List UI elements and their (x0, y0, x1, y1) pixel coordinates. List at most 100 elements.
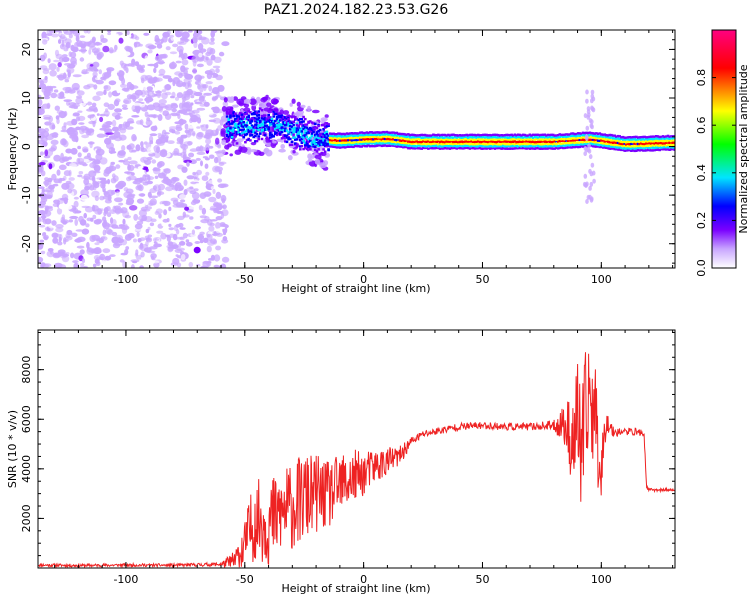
heatmap-cell (523, 138, 527, 142)
heatmap-cell (136, 198, 145, 204)
heatmap-cell (445, 147, 448, 150)
heatmap-cell (405, 133, 409, 136)
heatmap-cell (137, 166, 144, 169)
heatmap-cell (289, 102, 293, 107)
heatmap-cell (350, 134, 354, 137)
heatmap-cell (111, 231, 118, 237)
heatmap-cell (643, 140, 646, 144)
heatmap-cell (111, 126, 119, 132)
heatmap-cell (262, 123, 265, 127)
heatmap-cell (345, 135, 349, 138)
heatmap-cell (280, 130, 284, 134)
heatmap-cell (573, 143, 577, 147)
heatmap-cell (44, 149, 49, 157)
heatmap-cell (362, 144, 365, 147)
heatmap-cell (365, 135, 369, 139)
heatmap-cell (300, 121, 304, 124)
heatmap-cell (265, 120, 269, 123)
heatmap-cell (430, 144, 433, 148)
heatmap-cell (307, 105, 311, 113)
heatmap-cell (70, 147, 78, 155)
heatmap-cell (174, 131, 181, 135)
heatmap-cell (287, 116, 290, 119)
heatmap-cell (177, 164, 185, 170)
heatmap-cell (304, 134, 307, 137)
heatmap-cell (193, 179, 198, 183)
heatmap-cell (503, 140, 507, 143)
heatmap-cell (367, 133, 370, 137)
heatmap-cell (455, 147, 458, 150)
heatmap-cell (571, 145, 575, 149)
heatmap-cell (615, 148, 618, 151)
heatmap-cell (556, 147, 560, 150)
heatmap-cell (285, 117, 289, 120)
heatmap-cell (561, 133, 565, 137)
heatmap-cell (520, 140, 523, 143)
heatmap-cell (77, 42, 84, 48)
heatmap-cell (337, 144, 340, 147)
heatmap-cell (668, 148, 671, 151)
heatmap-cell (68, 177, 75, 181)
heatmap-cell (103, 128, 113, 133)
snr-ylabel: SNR (10 * v/v) (6, 410, 19, 488)
heatmap-cell (575, 135, 578, 138)
heatmap-cell (663, 145, 666, 149)
heatmap-cell (280, 126, 284, 130)
heatmap-cell (42, 39, 48, 45)
heatmap-cell (162, 177, 170, 185)
heatmap-cell (337, 146, 340, 149)
heatmap-cell (352, 143, 355, 146)
heatmap-cell (635, 149, 638, 152)
heatmap-cell (480, 138, 483, 141)
heatmap-cell (465, 137, 468, 141)
spectrogram-xtick-label: 50 (475, 273, 489, 286)
heatmap-cell (620, 136, 623, 139)
heatmap-cell (235, 124, 239, 127)
heatmap-cell (39, 224, 46, 228)
heatmap-cell (312, 122, 315, 125)
heatmap-cell (588, 138, 592, 141)
heatmap-cell (571, 143, 575, 146)
heatmap-cell (232, 138, 235, 141)
heatmap-cell (392, 135, 395, 139)
heatmap-cell (626, 140, 630, 144)
heatmap-cell (269, 107, 272, 110)
snr-xlabel: Height of straight line (km) (281, 582, 430, 595)
heatmap-cell (510, 147, 513, 150)
heatmap-cell (335, 146, 339, 149)
heatmap-cell (380, 142, 384, 145)
heatmap-cell (325, 145, 329, 148)
heatmap-cell (390, 133, 394, 137)
heatmap-cell (42, 232, 47, 237)
heatmap-cell (500, 145, 503, 148)
heatmap-cell (191, 251, 197, 258)
heatmap-cell (603, 140, 607, 143)
heatmap-cell (91, 36, 96, 43)
heatmap-cell (463, 146, 467, 150)
heatmap-cell (473, 140, 477, 144)
heatmap-cell (420, 142, 423, 146)
heatmap-cell (240, 125, 244, 128)
heatmap-cell (264, 118, 267, 121)
heatmap-cell (333, 136, 337, 139)
heatmap-cell (110, 189, 116, 195)
heatmap-cell (235, 142, 239, 145)
heatmap-cell (422, 133, 425, 137)
heatmap-cell (244, 111, 247, 115)
heatmap-cell (388, 142, 392, 145)
heatmap-cell (433, 147, 437, 150)
heatmap-cell (318, 134, 322, 138)
heatmap-cell (610, 139, 613, 142)
heatmap-cell (500, 134, 503, 137)
heatmap-cell (422, 146, 425, 150)
heatmap-cell (565, 139, 568, 142)
heatmap-cell (184, 101, 192, 109)
heatmap-cell (200, 219, 210, 224)
heatmap-cell (315, 138, 319, 141)
heatmap-cell (465, 144, 468, 148)
heatmap-cell (408, 136, 412, 139)
heatmap-cell (176, 136, 184, 143)
heatmap-cell (330, 139, 334, 142)
heatmap-cell (46, 102, 51, 109)
heatmap-cell (385, 135, 389, 139)
